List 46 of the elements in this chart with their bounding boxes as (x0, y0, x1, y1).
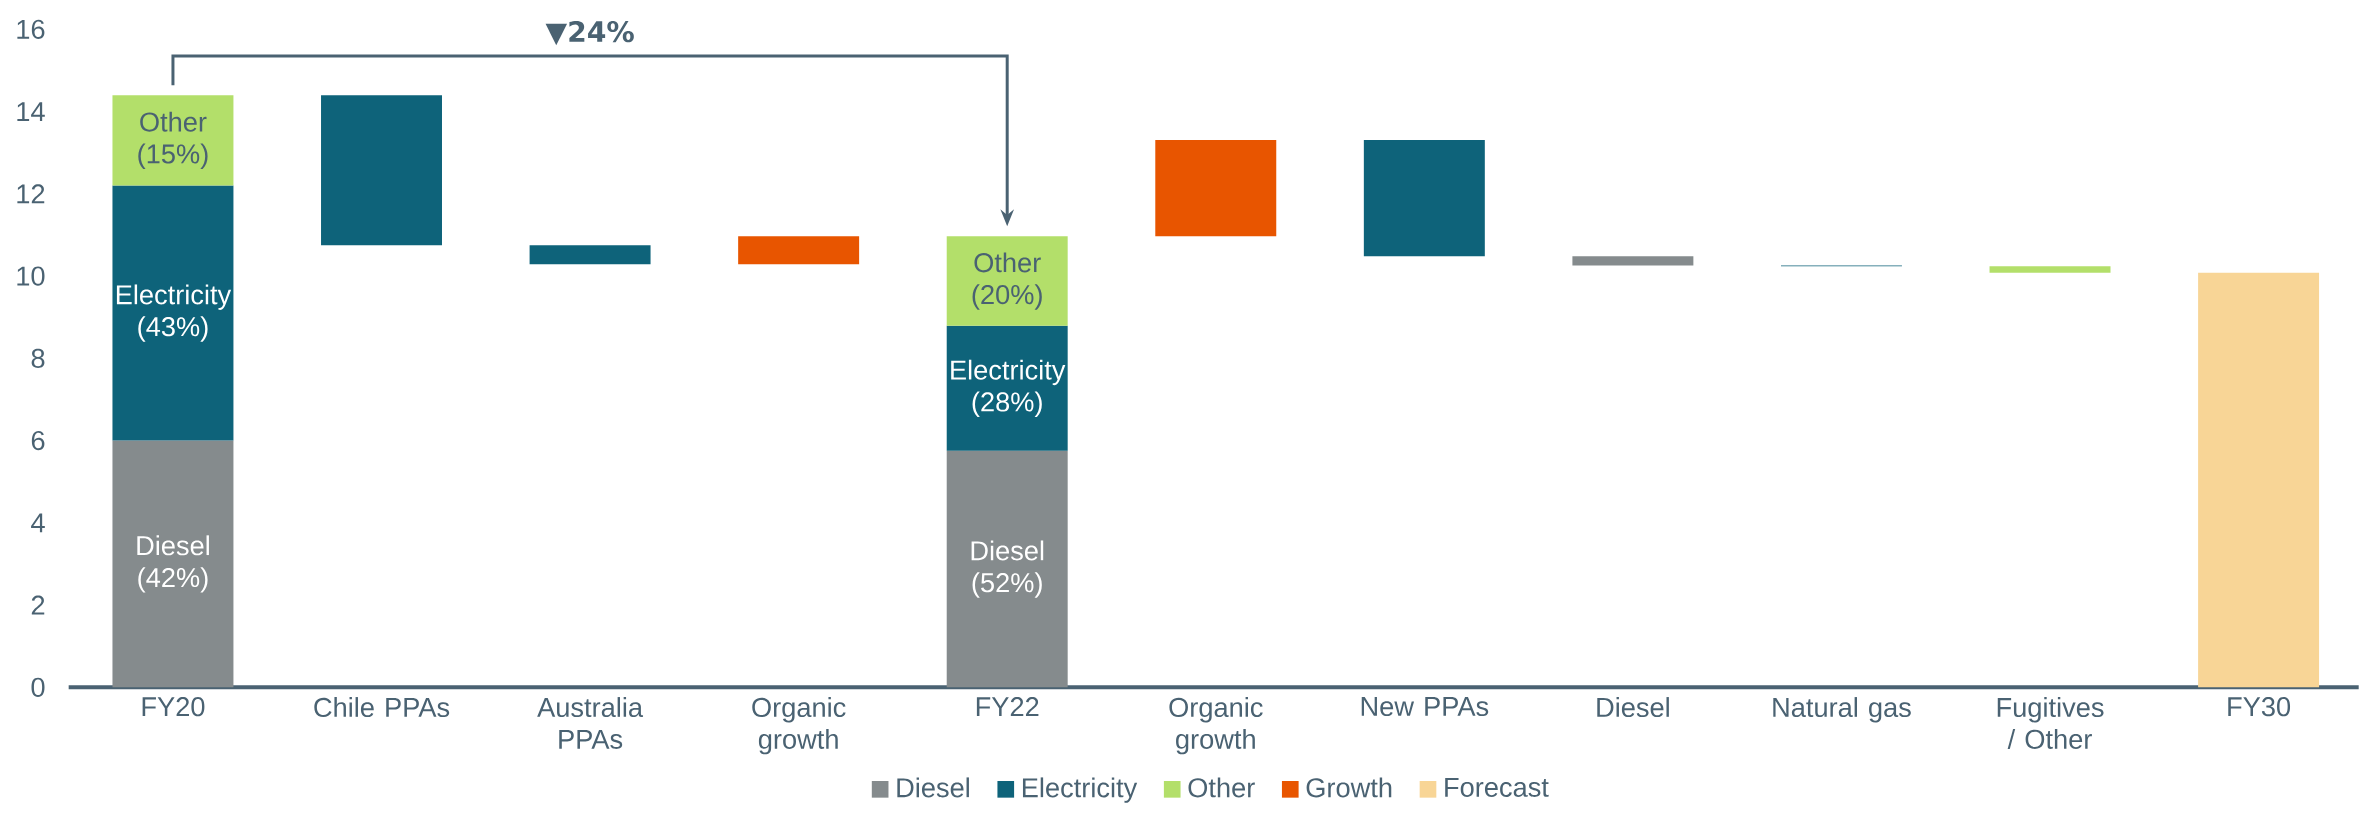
bar (112, 440, 234, 688)
legend-label: Diesel (897, 777, 969, 798)
annotation: Electricity (43%) (116, 284, 232, 342)
y-tick-label: 4 (31, 513, 45, 533)
x-tick-label: Diesel (1597, 697, 1669, 718)
bar (738, 236, 860, 265)
bar (946, 236, 1068, 326)
x-tick-label: Fugitives / Other (1997, 697, 2104, 749)
annotation: Other (20%) (972, 252, 1042, 310)
annotation: Diesel (42%) (137, 535, 209, 593)
bar (1363, 139, 1485, 257)
legend-label: Growth (1306, 777, 1392, 798)
x-tick-label: Organic growth (1169, 697, 1263, 755)
bar (321, 95, 442, 246)
bar (946, 450, 1068, 688)
bar (529, 245, 651, 265)
x-tick-label: Australia PPAs (537, 697, 644, 749)
annotation: Other (15%) (138, 111, 208, 169)
y-tick-label: 6 (31, 430, 45, 451)
x-tick-label: FY22 (976, 697, 1039, 717)
y-tick-label: 12 (17, 184, 45, 204)
bar (1155, 139, 1277, 237)
y-tick-label: 16 (17, 19, 45, 39)
y-tick-label: 10 (17, 266, 45, 286)
y-tick-label: 2 (31, 595, 45, 615)
bar (2198, 272, 2320, 688)
bar (112, 95, 234, 186)
x-tick-label: Chile PPAs (314, 697, 450, 718)
bar (946, 325, 1068, 451)
legend-label: Forecast (1445, 777, 1549, 797)
bar (1989, 266, 2111, 273)
y-tick-label: 0 (31, 677, 45, 697)
bar (112, 185, 234, 441)
x-tick-label: Organic growth (752, 697, 846, 755)
x-tick-label: FY30 (2228, 697, 2291, 717)
y-tick-label: 8 (31, 348, 45, 368)
annotation: ▼24% (545, 20, 634, 46)
annotation: Electricity (28%) (951, 359, 1066, 417)
legend-label: Electricity (1022, 777, 1138, 803)
bar (1572, 256, 1694, 266)
x-tick-label: New PPAs (1361, 697, 1489, 717)
y-tick-label: 14 (17, 102, 45, 121)
x-tick-label: FY20 (142, 697, 205, 717)
x-tick-label: Natural gas (1773, 697, 1911, 723)
legend-label: Other (1188, 777, 1255, 798)
annotation: Diesel (52%) (971, 540, 1044, 598)
